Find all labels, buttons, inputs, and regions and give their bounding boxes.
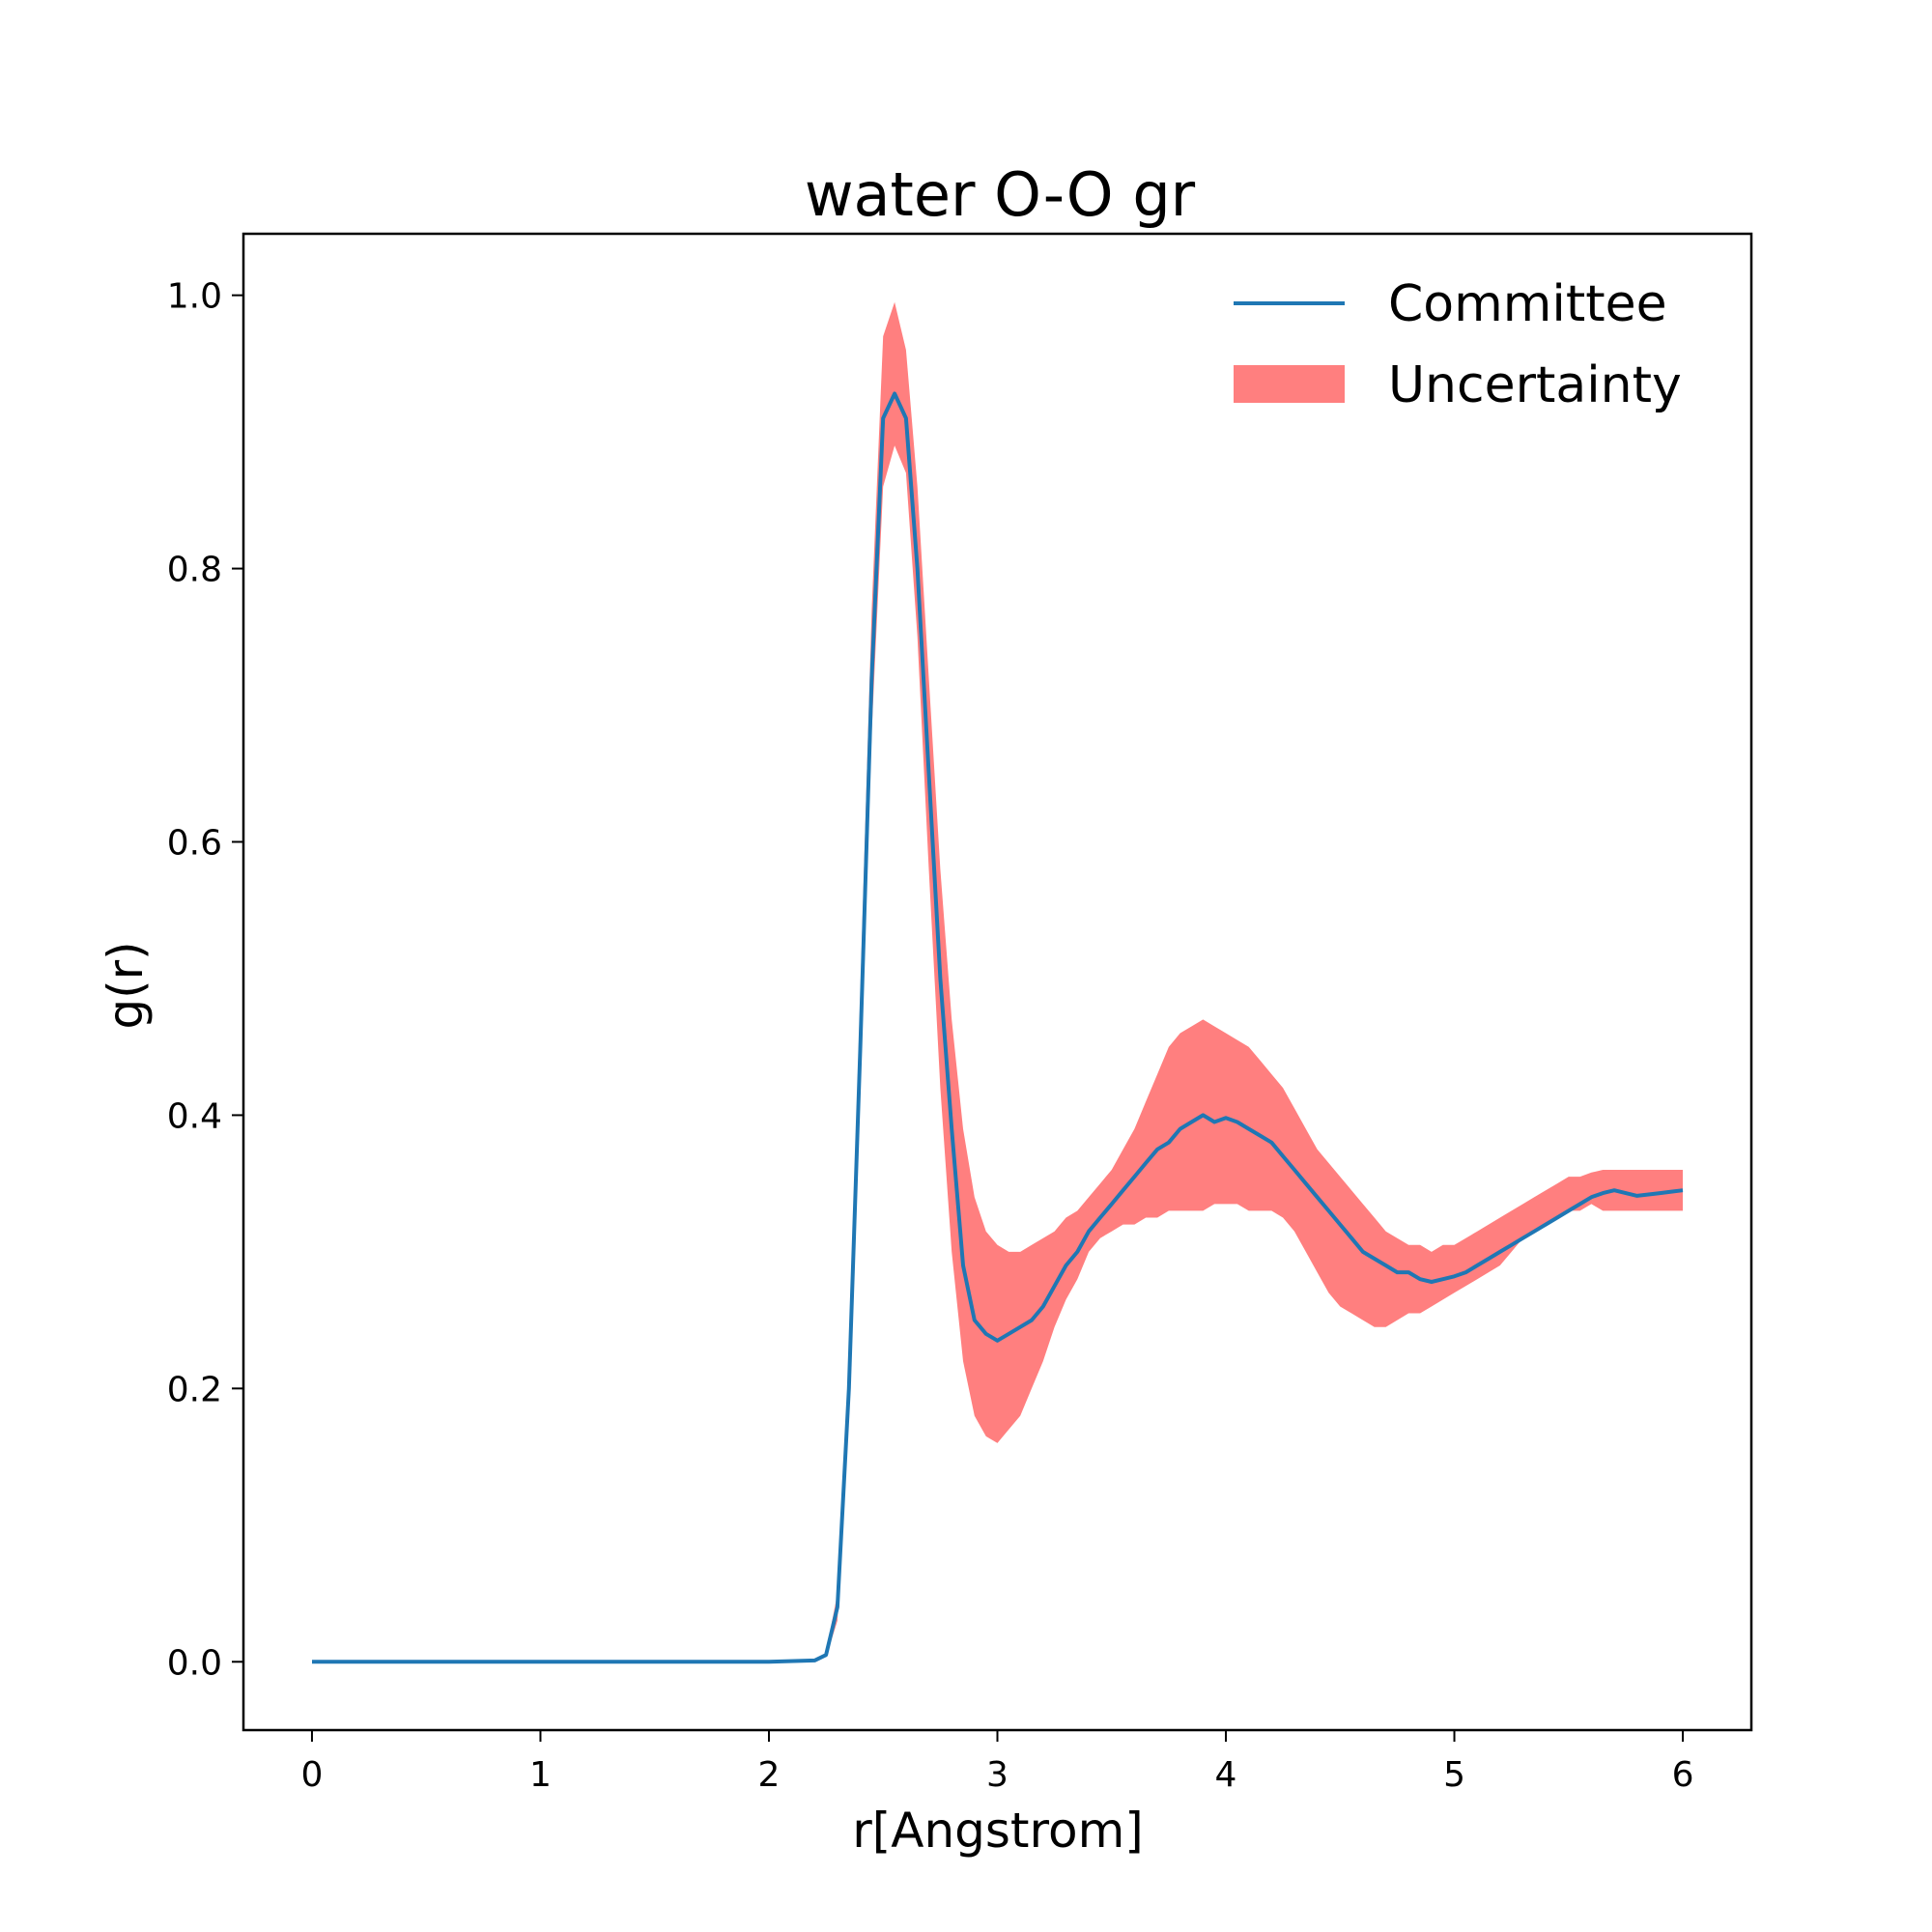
legend-uncertainty-label: Uncertainty bbox=[1388, 356, 1682, 414]
y-axis: 0.0 0.2 0.4 0.6 0.8 1.0 bbox=[167, 277, 243, 1683]
y-tick-label: 0.4 bbox=[167, 1096, 222, 1136]
x-tick-label: 5 bbox=[1443, 1755, 1465, 1795]
uncertainty-band bbox=[826, 301, 1683, 1659]
x-tick-label: 2 bbox=[758, 1755, 781, 1795]
y-tick-label: 0.8 bbox=[167, 551, 222, 590]
plot-area bbox=[312, 301, 1684, 1664]
y-tick-label: 1.0 bbox=[167, 277, 222, 317]
y-tick-label: 0.0 bbox=[167, 1643, 222, 1683]
legend-committee-label: Committee bbox=[1388, 275, 1667, 333]
x-axis-label: r[Angstrom] bbox=[852, 1803, 1144, 1859]
x-tick-label: 0 bbox=[301, 1755, 324, 1795]
x-axis: 0 1 2 3 4 5 6 bbox=[301, 1730, 1694, 1795]
chart-title: water O-O gr bbox=[805, 159, 1196, 230]
x-tick-label: 4 bbox=[1215, 1755, 1237, 1795]
x-tick-label: 6 bbox=[1672, 1755, 1694, 1795]
y-tick-label: 0.6 bbox=[167, 824, 222, 864]
y-tick-label: 0.2 bbox=[167, 1370, 222, 1409]
x-tick-label: 3 bbox=[986, 1755, 1009, 1795]
committee-line bbox=[312, 391, 1684, 1664]
x-tick-label: 1 bbox=[529, 1755, 552, 1795]
y-axis-label: g(r) bbox=[98, 941, 154, 1029]
legend-uncertainty-swatch bbox=[1234, 365, 1345, 403]
axes-frame bbox=[242, 232, 1753, 1732]
legend: Committee Uncertainty bbox=[1234, 275, 1682, 414]
